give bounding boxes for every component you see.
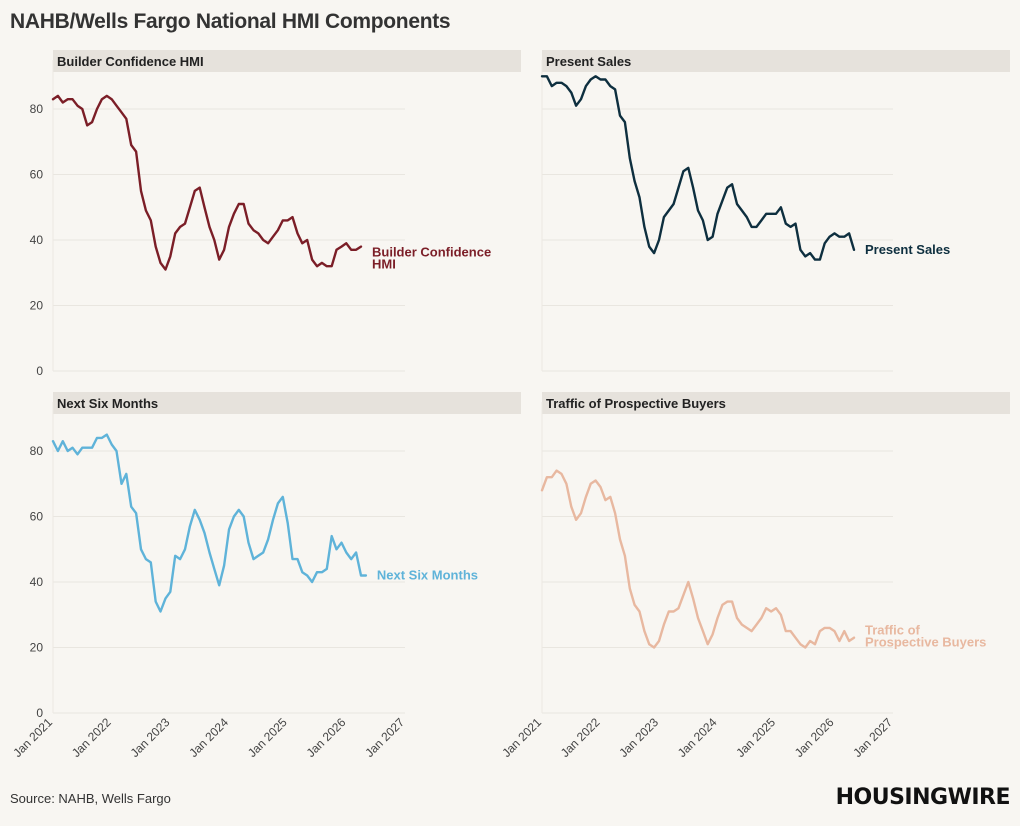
series-line [51, 433, 368, 613]
y-tick-label: 0 [36, 364, 43, 378]
x-tick-label: Jan 2022 [558, 715, 603, 760]
series-end-label: Prospective Buyers [865, 635, 986, 650]
x-tick-label: Jan 2027 [362, 715, 407, 760]
series-end-label: Next Six Months [377, 567, 478, 582]
chart-panel-2: Present Sales Present Sales [540, 50, 1010, 372]
y-tick-label: 60 [30, 510, 44, 524]
x-tick-label: Jan 2021 [499, 715, 544, 760]
series-line [540, 75, 856, 261]
x-tick-label: Jan 2027 [850, 715, 895, 760]
y-tick-label: 20 [30, 641, 44, 655]
x-tick-label: Jan 2023 [616, 715, 661, 760]
panel-title: Builder Confidence HMI [57, 54, 204, 69]
chart-panel-3: Next Six Months 0 20 40 60 80 Jan 2021 Jan 2022… [10, 392, 521, 760]
x-tick-label: Jan 2024 [675, 715, 720, 760]
y-tick-label: 0 [36, 706, 43, 720]
series-end-label: Present Sales [865, 242, 950, 257]
chart-panel-4: Traffic of Prospective Buyers Jan 2021 Jan… [499, 392, 1010, 760]
panel-header [542, 392, 1010, 414]
series-end-label: HMI [372, 257, 396, 272]
panel-header [53, 392, 521, 414]
x-tick-label: Jan 2021 [10, 715, 55, 760]
source-note: Source: NAHB, Wells Fargo [10, 791, 171, 806]
y-tick-label: 40 [30, 233, 44, 247]
panel-header [542, 50, 1010, 72]
y-tick-label: 20 [30, 299, 44, 313]
housingwire-logo: HOUSINGWIRE [835, 785, 1011, 810]
y-tick-label: 80 [30, 444, 44, 458]
panel-title: Traffic of Prospective Buyers [546, 396, 726, 411]
x-tick-label: Jan 2025 [733, 715, 778, 760]
y-tick-label: 80 [30, 102, 44, 116]
series-end-label: Traffic of [865, 623, 921, 638]
y-tick-label: 40 [30, 575, 44, 589]
panel-title: Next Six Months [57, 396, 158, 411]
panel-header [53, 50, 521, 72]
x-tick-label: Jan 2024 [186, 715, 231, 760]
chart-title: NAHB/Wells Fargo National HMI Components [10, 10, 451, 33]
series-line [51, 94, 363, 271]
panel-title: Present Sales [546, 54, 631, 69]
series-end-label: Builder Confidence [372, 245, 491, 260]
x-tick-label: Jan 2022 [69, 715, 114, 760]
x-tick-label: Jan 2026 [304, 715, 349, 760]
series-line [540, 469, 856, 649]
x-tick-label: Jan 2023 [128, 715, 173, 760]
x-tick-label: Jan 2025 [245, 715, 290, 760]
y-tick-label: 60 [30, 168, 44, 182]
x-tick-label: Jan 2026 [792, 715, 837, 760]
chart-panel-1: Builder Confidence HMI 0 20 40 60 80 Builder C… [30, 50, 521, 378]
